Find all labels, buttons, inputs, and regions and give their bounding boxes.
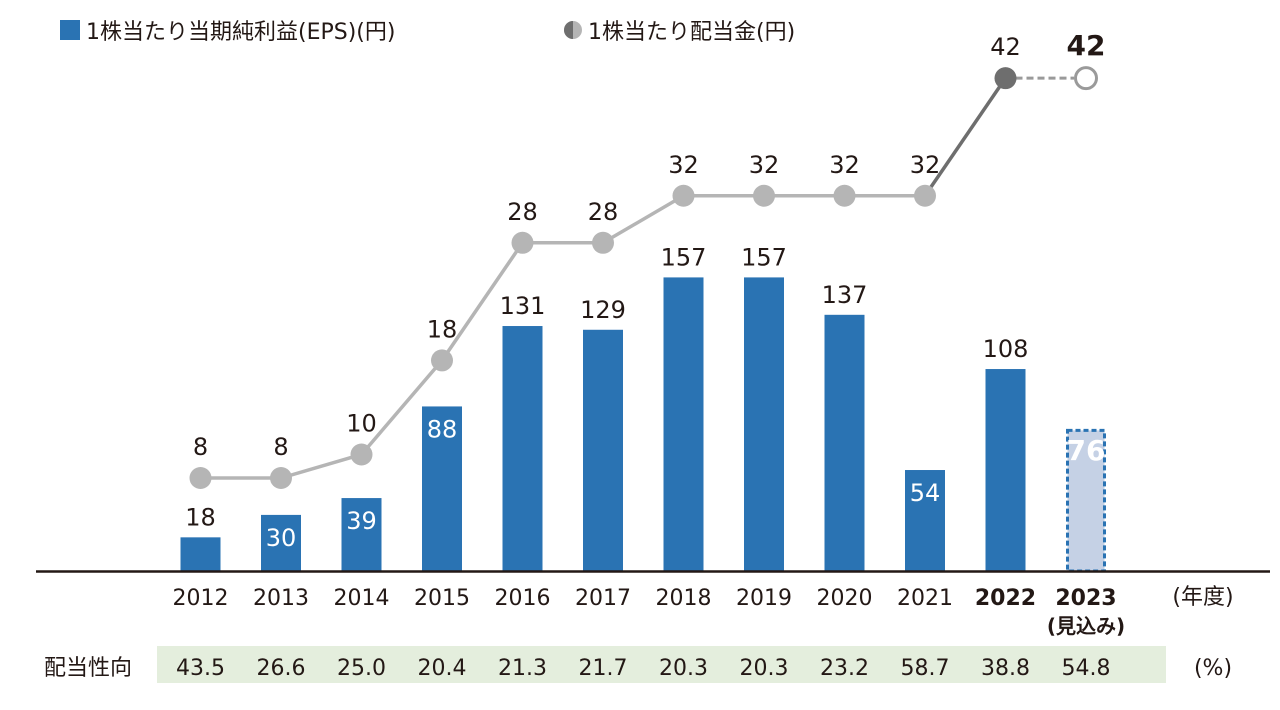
- dividend-value-label: 8: [273, 433, 288, 461]
- legend-label-dividend: 1株当たり配当金(円): [588, 20, 795, 45]
- payout-ratio-row-label: 配当性向: [44, 656, 132, 681]
- eps-value-label: 76: [1067, 434, 1106, 467]
- dividend-value-label: 32: [668, 151, 699, 179]
- dividend-value-label: 28: [588, 198, 619, 226]
- x-tick-label: 2018: [656, 586, 712, 611]
- payout-ratio-value: 54.8: [1062, 656, 1111, 681]
- payout-ratio-value: 38.8: [981, 656, 1030, 681]
- dividend-value-label: 42: [1067, 29, 1106, 62]
- x-tick-label: 2015: [414, 586, 470, 611]
- eps-bar: [985, 369, 1026, 571]
- x-tick-label: 2017: [575, 586, 631, 611]
- payout-ratio-value: 43.5: [176, 656, 225, 681]
- payout-ratio-value: 26.6: [257, 656, 306, 681]
- eps-value-label: 54: [910, 479, 941, 507]
- legend-swatch-eps: [60, 20, 80, 40]
- dividend-marker: [672, 184, 695, 207]
- dividend-line: [189, 66, 1098, 489]
- payout-ratio-value: 21.7: [579, 656, 628, 681]
- eps-bar: [905, 470, 945, 571]
- eps-value-label: 157: [661, 243, 707, 271]
- dividend-marker: [592, 231, 614, 254]
- dividend-marker: [511, 231, 534, 254]
- eps-value-label: 129: [580, 296, 626, 324]
- dividend-value-label: 32: [749, 151, 780, 179]
- eps-bar: [502, 326, 543, 571]
- payout-ratio-band: [157, 646, 1166, 683]
- dividend-marker-forecast: [1074, 66, 1098, 91]
- eps-bar: [422, 406, 462, 571]
- dividend-value-label: 32: [910, 151, 941, 179]
- dividend-value-label: 28: [507, 198, 538, 226]
- dividend-marker: [914, 184, 936, 207]
- x-tick-label: 2013: [253, 586, 309, 611]
- x-tick-label: 2021: [897, 586, 953, 611]
- dividend-marker: [350, 443, 373, 466]
- eps-bars: [180, 277, 1106, 573]
- x-tick-label: 2014: [334, 586, 390, 611]
- dividend-line-history: [200, 194, 925, 480]
- eps-bar: [180, 537, 221, 571]
- x-tick-label: 2012: [173, 586, 229, 611]
- dividend-line-recent: [923, 77, 1007, 197]
- x-tick-label: 2020: [817, 586, 873, 611]
- eps-value-label: 88: [427, 415, 458, 443]
- dividend-marker: [189, 467, 212, 489]
- dividend-value-label: 42: [990, 33, 1021, 61]
- payout-ratio-values: 43.5 26.6 25.0 20.4 21.3 21.7 20.3 20.3 23.2 58.7…: [176, 656, 1110, 681]
- x-axis-unit-label: (年度): [1172, 585, 1233, 610]
- x-tick-label: 2016: [495, 586, 551, 611]
- dividend-value-label: 10: [346, 409, 377, 437]
- x-tick-label: 2023: [1055, 586, 1116, 611]
- eps-value-label: 137: [822, 281, 868, 309]
- eps-bar: [583, 329, 623, 571]
- eps-bar: [341, 498, 382, 571]
- x-tick-sublabel: (見込み): [1047, 614, 1125, 638]
- eps-value-label: 131: [500, 292, 546, 320]
- eps-bar: [744, 277, 784, 571]
- dividend-marker: [994, 67, 1017, 90]
- x-tick-label: 2019: [736, 586, 792, 611]
- eps-value-label: 157: [741, 243, 787, 271]
- eps-value-label: 39: [346, 507, 377, 535]
- x-tick-label: 2022: [975, 586, 1036, 611]
- eps-bar: [824, 314, 865, 571]
- dividend-value-label: 18: [427, 315, 458, 343]
- legend: 1株当たり当期純利益(EPS)(円) 1株当たり配当金(円): [60, 20, 795, 45]
- dividend-marker: [270, 467, 292, 489]
- payout-ratio-value: 20.4: [418, 656, 467, 681]
- eps-bar: [261, 514, 301, 571]
- legend-marker-dividend-half: [564, 21, 573, 39]
- x-axis-tick-labels: 2012 2013 2014 2015 2016 2017 2018 2019 2020 2021…: [173, 586, 1126, 638]
- eps-value-label: 30: [266, 524, 297, 552]
- payout-ratio-value: 21.3: [498, 656, 547, 681]
- legend-label-eps: 1株当たり当期純利益(EPS)(円): [86, 20, 395, 45]
- payout-ratio-unit: (%): [1194, 656, 1232, 681]
- eps-bar: [663, 277, 704, 571]
- legend-item-dividend: 1株当たり配当金(円): [564, 20, 795, 45]
- payout-ratio-value: 58.7: [901, 656, 950, 681]
- dividend-marker: [833, 184, 856, 207]
- legend-item-eps: 1株当たり当期純利益(EPS)(円): [60, 20, 395, 45]
- dividend-value-label: 32: [829, 151, 860, 179]
- eps-value-label: 108: [983, 335, 1029, 363]
- payout-ratio-value: 25.0: [337, 656, 386, 681]
- dividend-marker: [753, 184, 775, 207]
- payout-ratio-value: 20.3: [659, 656, 708, 681]
- payout-ratio-value: 23.2: [820, 656, 869, 681]
- eps-value-label: 18: [185, 503, 216, 531]
- dividend-value-label: 8: [193, 433, 208, 461]
- payout-ratio-value: 20.3: [740, 656, 789, 681]
- payout-ratio-band-bg: [157, 646, 1166, 683]
- dividend-marker: [431, 349, 453, 372]
- eps-bar-forecast: [1066, 428, 1106, 573]
